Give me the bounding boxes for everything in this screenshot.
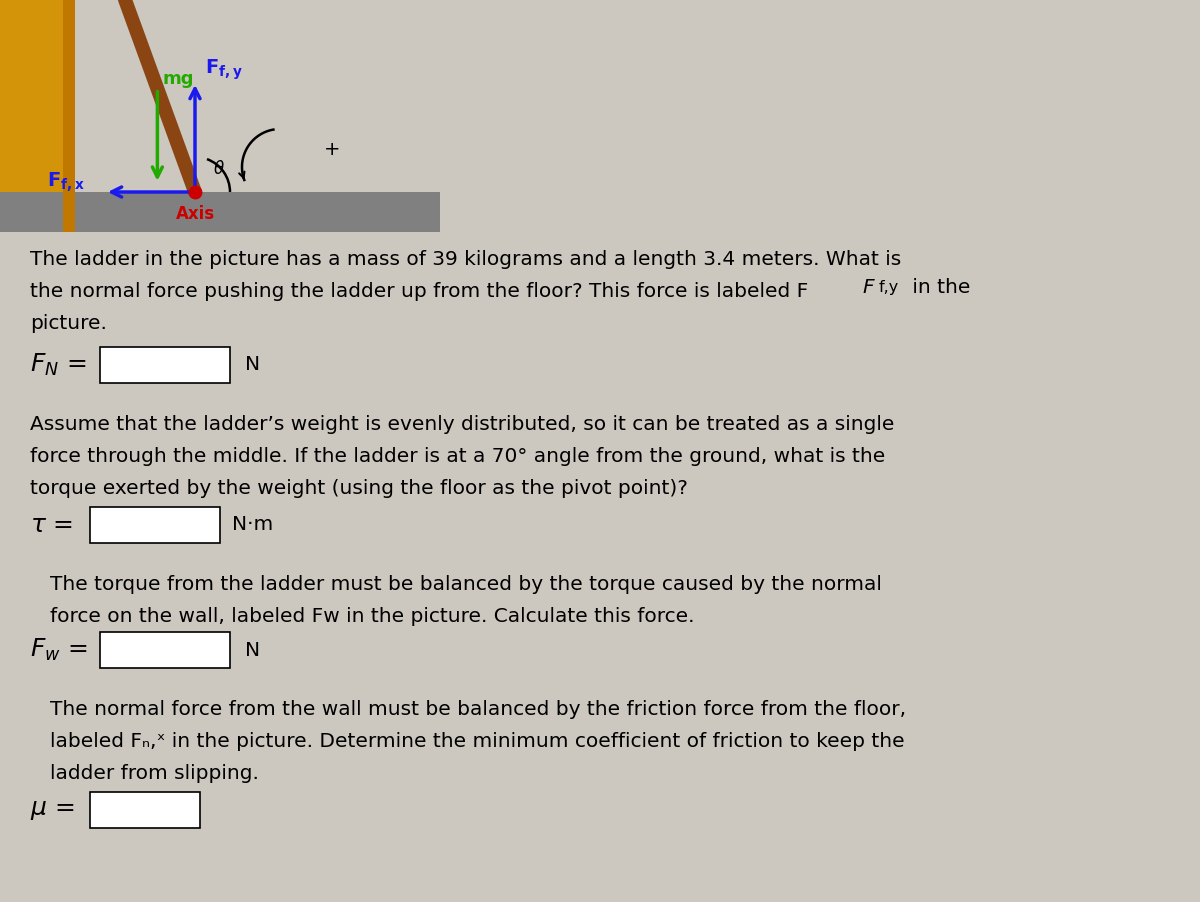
Text: $F_N$ =: $F_N$ =: [30, 352, 86, 378]
Text: The normal force from the wall must be balanced by the friction force from the f: The normal force from the wall must be b…: [50, 700, 906, 719]
Bar: [0, 192, 440, 232]
Text: $F_w$ =: $F_w$ =: [30, 637, 88, 663]
Text: in the: in the: [906, 278, 971, 297]
Text: labeled Fₙ,ˣ in the picture. Determine the minimum coefficient of friction to ke: labeled Fₙ,ˣ in the picture. Determine t…: [50, 732, 905, 751]
Text: $\mathbf{F_{f,y}}$: $\mathbf{F_{f,y}}$: [205, 58, 242, 82]
Text: force on the wall, labeled Fᴡ in the picture. Calculate this force.: force on the wall, labeled Fᴡ in the pic…: [50, 607, 695, 626]
Text: Assume that the ladder’s weight is evenly distributed, so it can be treated as a: Assume that the ladder’s weight is evenl…: [30, 415, 894, 434]
Text: torque exerted by the weight (using the floor as the pivot point)?: torque exerted by the weight (using the …: [30, 479, 688, 498]
Text: The ladder in the picture has a mass of 39 kilograms and a length 3.4 meters. Wh: The ladder in the picture has a mass of …: [30, 250, 901, 269]
Bar: [64, 0, 74, 232]
Text: mg: mg: [162, 69, 194, 87]
Text: force through the middle. If the ladder is at a 70° angle from the ground, what : force through the middle. If the ladder …: [30, 447, 886, 466]
Text: f,y: f,y: [878, 280, 899, 295]
Text: The torque from the ladder must be balanced by the torque caused by the normal: The torque from the ladder must be balan…: [50, 575, 882, 594]
Text: N: N: [245, 355, 260, 374]
Text: $\mathbf{F_{f,x}}$: $\mathbf{F_{f,x}}$: [47, 171, 85, 194]
Bar: [90, 507, 220, 543]
Text: picture.: picture.: [30, 314, 107, 333]
Text: F: F: [862, 278, 874, 297]
Bar: [90, 792, 200, 828]
Text: ladder from slipping.: ladder from slipping.: [50, 764, 259, 783]
Text: N: N: [245, 640, 260, 659]
Text: $\mu$ =: $\mu$ =: [30, 798, 74, 822]
Text: the normal force pushing the ladder up from the floor? This force is labeled F: the normal force pushing the ladder up f…: [30, 282, 809, 301]
Text: $\theta$: $\theta$: [214, 160, 224, 178]
Text: Axis: Axis: [175, 205, 215, 223]
Bar: [100, 347, 230, 383]
Bar: [100, 632, 230, 668]
Text: +: +: [324, 140, 341, 159]
Bar: [0, 0, 74, 232]
Text: $\tau$ =: $\tau$ =: [30, 513, 73, 537]
Text: N·m: N·m: [232, 516, 274, 535]
